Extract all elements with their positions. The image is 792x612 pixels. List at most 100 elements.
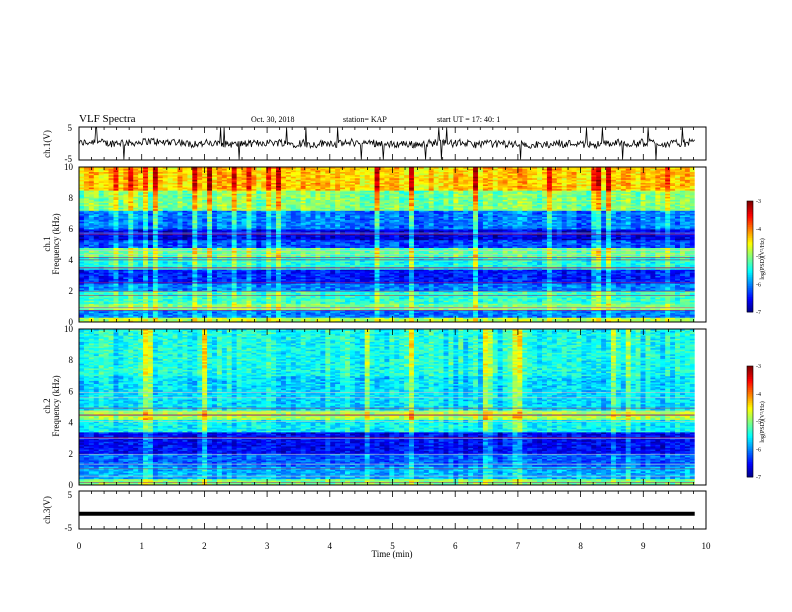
spectrogram-cell (335, 317, 341, 320)
spectrogram-cell (458, 317, 464, 320)
spectrogram-cell (251, 317, 257, 320)
spectrogram-cell (389, 295, 395, 298)
spectrogram-cell (561, 304, 568, 307)
spectrogram-cell (187, 318, 193, 321)
spectrogram-cell (566, 317, 572, 320)
spectrogram-cell (379, 317, 385, 320)
spectrogram-cell (290, 289, 297, 292)
spectrogram-cell (256, 292, 262, 295)
spectrogram-cell (477, 291, 484, 293)
spectrogram-cell (143, 277, 149, 279)
spectrogram-cell (152, 317, 159, 320)
spectrogram-cell (93, 275, 100, 278)
spectrogram-cell (207, 275, 213, 278)
spectrogram-cell (443, 311, 449, 314)
spectrogram-cell (389, 297, 395, 300)
spectrogram-cell (384, 308, 390, 310)
spectrogram-cell (596, 287, 602, 290)
spectrogram-cell (256, 311, 262, 314)
spectrogram-cell (236, 308, 242, 310)
spectrogram-cell (256, 273, 262, 276)
spectrogram-cell (655, 300, 661, 303)
spectrogram-cell (433, 300, 439, 303)
spectrogram-cell (261, 287, 267, 290)
spectrogram-cell (138, 303, 144, 306)
spectrogram-cell (295, 278, 302, 281)
spectrogram-cell (147, 314, 154, 317)
spectrogram-cell (325, 303, 331, 306)
spectrogram-cell (354, 286, 361, 289)
spectrogram-cell (98, 300, 105, 303)
spectrogram-cell (320, 311, 326, 314)
spectrogram-cell (670, 317, 676, 320)
spectrogram-cell (448, 295, 454, 298)
spectrogram-cell (216, 289, 223, 292)
spectrogram-cell (453, 301, 459, 304)
spectrogram-cell (527, 303, 533, 306)
spectrogram-cell (546, 311, 553, 314)
spectrogram-cell (556, 318, 563, 321)
spectrogram-cell (482, 298, 489, 301)
spectrogram-cell (241, 312, 247, 315)
spectrogram-cell (88, 277, 95, 279)
spectrogram-cell (463, 298, 469, 301)
spectrogram-cell (404, 278, 410, 281)
spectrogram-cell (93, 303, 100, 306)
spectrogram-cell (113, 289, 119, 292)
spectrogram-cell (335, 304, 341, 307)
spectrogram-cell (276, 317, 282, 320)
spectrogram-cell (325, 314, 331, 317)
spectrogram-cell (93, 304, 100, 307)
spectrogram-cell (423, 283, 430, 286)
figure-title: VLF Spectra (79, 113, 136, 125)
spectrogram-cell (310, 292, 316, 295)
spectrogram-cell (487, 286, 494, 289)
spectrogram-cell (448, 318, 454, 321)
spectrogram-cell (359, 292, 366, 295)
spectrogram-cell (502, 283, 508, 286)
spectrogram-cell (507, 317, 513, 320)
spectrogram-cell (591, 295, 597, 298)
spectrogram-cell (187, 301, 193, 304)
spectrogram-cell (152, 277, 159, 279)
spectrogram-cell (256, 315, 262, 318)
spectrogram-cell (596, 286, 602, 289)
spectrogram-cell (650, 284, 656, 287)
spectrogram-cell (167, 289, 173, 292)
spectrogram-cell (280, 284, 287, 287)
spectrogram-cell (399, 300, 405, 303)
spectrogram-cell (571, 289, 577, 292)
spectrogram-cell (409, 295, 415, 298)
spectrogram-cell (113, 292, 119, 295)
spectrogram-cell (684, 312, 691, 315)
spectrogram-cell (610, 278, 617, 281)
spectrogram-cell (133, 278, 139, 281)
spectrogram-cell (645, 277, 651, 279)
spectrogram-cell (561, 287, 568, 290)
spectrogram-cell (88, 298, 95, 301)
spectrogram-cell (433, 277, 439, 279)
spectrogram-cell (187, 275, 193, 278)
spectrogram-cell (123, 291, 129, 293)
spectrogram-cell (266, 287, 272, 290)
spectrogram-cell (507, 284, 513, 287)
spectrogram-cell (384, 286, 390, 289)
spectrogram-cell (167, 301, 173, 304)
spectrogram-cell (665, 278, 671, 281)
spectrogram-cell (502, 298, 508, 301)
spectrogram-cell (226, 311, 233, 314)
spectrogram-cell (497, 301, 504, 304)
spectrogram-cell (88, 289, 95, 292)
spectrogram-cell (482, 297, 489, 300)
spectrogram-cell (492, 289, 499, 292)
spectrogram-cell (546, 287, 553, 290)
spectrogram-cell (399, 280, 405, 283)
spectrogram-cell (512, 320, 518, 323)
spectrogram-cell (615, 303, 622, 306)
spectrogram-cell (546, 297, 553, 300)
spectrogram-cell (290, 295, 297, 298)
spectrogram-cell (620, 286, 627, 289)
spectrogram-cell (379, 277, 385, 279)
spectrogram-cell (542, 284, 548, 287)
spectrogram-cell (551, 318, 558, 321)
